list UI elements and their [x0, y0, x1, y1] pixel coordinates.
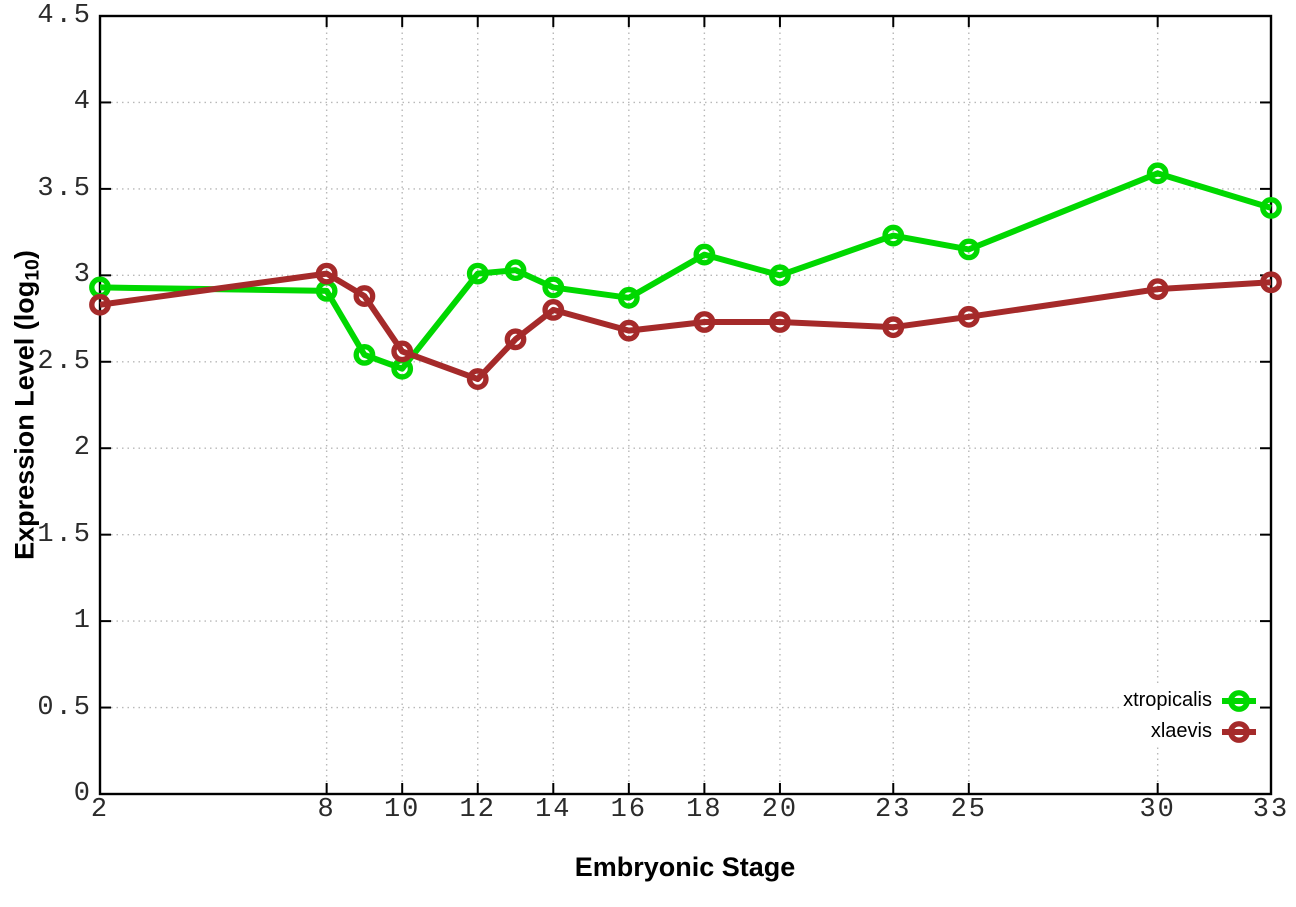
x-tick-label: 23 — [875, 795, 912, 825]
data-point-marker-xlaevis — [957, 305, 980, 328]
data-point-marker-xtropicalis — [542, 276, 565, 299]
legend-label-xlaevis: xlaevis — [1150, 720, 1212, 742]
data-point-marker-xlaevis — [617, 319, 640, 342]
y-tick-label: 3.5 — [37, 173, 92, 204]
series-line-xlaevis — [99, 270, 1272, 383]
data-point-marker-xtropicalis — [1146, 162, 1169, 185]
data-point-marker-xtropicalis — [617, 286, 640, 309]
legend-item-xlaevis: xlaevis — [1151, 716, 1257, 747]
data-point-marker-xlaevis — [882, 316, 905, 339]
data-point-marker-xlaevis — [89, 293, 111, 316]
legend: xtropicalis xlaevis — [1123, 685, 1257, 747]
y-axis-title-close: ) — [9, 250, 40, 260]
data-point-marker-xlaevis — [504, 328, 527, 351]
data-point-marker-xtropicalis — [466, 262, 489, 285]
y-axis-title-text: Expression Level (log — [9, 280, 40, 560]
data-point-marker-xtropicalis — [957, 238, 980, 261]
legend-label-xtropicalis: xtropicalis — [1123, 689, 1212, 711]
legend-sample-marker — [1228, 689, 1250, 712]
x-tick-label: 2 — [90, 795, 110, 825]
y-tick-label: 4.5 — [37, 1, 92, 31]
legend-sample-marker — [1228, 720, 1250, 743]
x-tick-label: 20 — [761, 795, 799, 825]
y-tick-label: 3 — [73, 260, 92, 291]
x-tick-label: 30 — [1139, 795, 1176, 825]
data-point-marker-xtropicalis — [1260, 197, 1282, 219]
data-point-marker-xtropicalis — [504, 259, 527, 282]
x-tick-label: 14 — [535, 795, 572, 825]
data-point-marker-xtropicalis — [882, 224, 905, 247]
plot-border — [98, 14, 1273, 796]
legend-sample-xlaevis — [1222, 720, 1256, 743]
x-tick-label: 10 — [383, 795, 421, 825]
y-tick-label: 2.5 — [37, 346, 92, 377]
data-point-marker-xlaevis — [391, 340, 414, 363]
data-point-marker-xlaevis — [693, 311, 716, 333]
x-tick-label: 33 — [1252, 795, 1290, 825]
x-tick-label: 25 — [950, 795, 987, 825]
y-tick-label: 1.5 — [37, 519, 92, 550]
series-line-xtropicalis — [99, 170, 1272, 372]
legend-sample-xtropicalis — [1222, 689, 1256, 712]
x-tick-label: 16 — [610, 795, 648, 825]
data-point-marker-xtropicalis — [693, 243, 716, 266]
legend-item-xtropicalis: xtropicalis — [1123, 685, 1257, 716]
y-tick-label: 0.5 — [37, 692, 92, 723]
data-point-marker-xtropicalis — [769, 264, 791, 287]
data-point-marker-xtropicalis — [353, 343, 376, 366]
data-point-marker-xlaevis — [542, 299, 565, 321]
y-tick-label: 2 — [73, 433, 92, 464]
x-axis-title: Embryonic Stage — [574, 852, 796, 882]
data-point-marker-xlaevis — [1260, 271, 1282, 294]
y-tick-label: 0 — [73, 779, 92, 809]
data-point-marker-xlaevis — [466, 368, 489, 390]
x-tick-label: 8 — [317, 795, 336, 825]
y-tick-label: 4 — [73, 87, 92, 118]
x-tick-label: 18 — [686, 795, 723, 825]
data-point-marker-xlaevis — [315, 262, 338, 285]
y-tick-label: 1 — [73, 606, 92, 637]
data-point-marker-xlaevis — [769, 311, 791, 333]
data-point-marker-xlaevis — [1146, 278, 1169, 301]
x-tick-label: 12 — [459, 795, 496, 825]
data-point-marker-xlaevis — [353, 285, 376, 307]
y-axis-title: Expression Level (log10) — [9, 250, 44, 560]
